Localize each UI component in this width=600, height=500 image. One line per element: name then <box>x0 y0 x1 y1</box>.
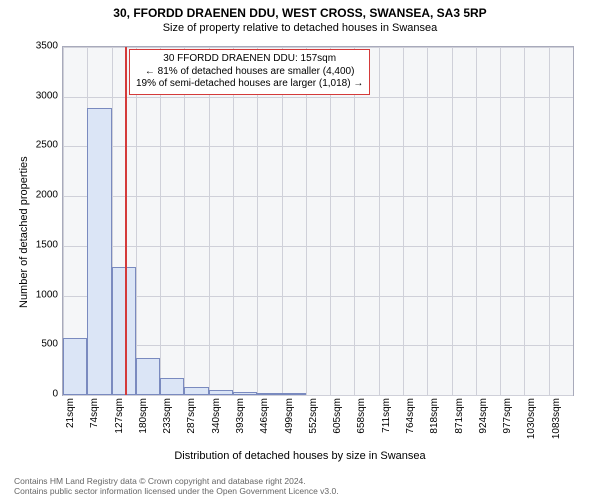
plot-area: 30 FFORDD DRAENEN DDU: 157sqm← 81% of de… <box>62 46 574 396</box>
gridline-h <box>63 345 573 346</box>
histogram-bar <box>209 390 233 395</box>
x-tick-label: 1030sqm <box>526 398 537 458</box>
y-tick-label: 2500 <box>18 140 58 151</box>
x-tick-label: 446sqm <box>259 398 270 458</box>
x-tick-label: 605sqm <box>332 398 343 458</box>
histogram-bar <box>136 358 160 395</box>
gridline-v <box>524 47 525 395</box>
histogram-bar <box>282 393 306 395</box>
histogram-bar <box>184 387 208 395</box>
gridline-h <box>63 246 573 247</box>
footnote-line2: Contains public sector information licen… <box>14 486 339 496</box>
gridline-v <box>403 47 404 395</box>
annotation-line1: 30 FFORDD DRAENEN DDU: 157sqm <box>136 53 363 66</box>
annotation-box: 30 FFORDD DRAENEN DDU: 157sqm← 81% of de… <box>129 49 370 95</box>
x-axis-label: Distribution of detached houses by size … <box>0 450 600 462</box>
y-tick-label: 1500 <box>18 239 58 250</box>
y-tick-label: 2000 <box>18 190 58 201</box>
annotation-line2: ← 81% of detached houses are smaller (4,… <box>136 66 363 79</box>
y-axis-label: Number of detached properties <box>18 156 30 308</box>
histogram-bar <box>257 393 281 395</box>
histogram-bar <box>63 338 87 395</box>
x-tick-label: 233sqm <box>162 398 173 458</box>
gridline-v <box>452 47 453 395</box>
gridline-h <box>63 146 573 147</box>
x-tick-label: 21sqm <box>65 398 76 458</box>
gridline-h <box>63 296 573 297</box>
gridline-v <box>379 47 380 395</box>
x-tick-label: 499sqm <box>284 398 295 458</box>
chart-subtitle: Size of property relative to detached ho… <box>0 20 600 38</box>
x-tick-label: 658sqm <box>356 398 367 458</box>
x-tick-label: 924sqm <box>478 398 489 458</box>
x-tick-label: 711sqm <box>381 398 392 458</box>
marker-line <box>125 47 127 395</box>
x-tick-label: 871sqm <box>454 398 465 458</box>
footnote: Contains HM Land Registry data © Crown c… <box>14 476 339 496</box>
y-tick-label: 0 <box>18 389 58 400</box>
gridline-h <box>63 395 573 396</box>
gridline-v <box>549 47 550 395</box>
footnote-line1: Contains HM Land Registry data © Crown c… <box>14 476 306 486</box>
gridline-v <box>282 47 283 395</box>
chart-container: 30, FFORDD DRAENEN DDU, WEST CROSS, SWAN… <box>0 0 600 500</box>
y-tick-label: 1000 <box>18 289 58 300</box>
histogram-bar <box>233 392 257 395</box>
gridline-v <box>160 47 161 395</box>
x-tick-label: 127sqm <box>114 398 125 458</box>
x-tick-label: 764sqm <box>405 398 416 458</box>
gridline-v <box>476 47 477 395</box>
gridline-v <box>354 47 355 395</box>
x-tick-label: 340sqm <box>211 398 222 458</box>
chart-title: 30, FFORDD DRAENEN DDU, WEST CROSS, SWAN… <box>0 0 600 20</box>
gridline-h <box>63 97 573 98</box>
x-tick-label: 1083sqm <box>551 398 562 458</box>
annotation-line3: 19% of semi-detached houses are larger (… <box>136 78 363 91</box>
gridline-v <box>136 47 137 395</box>
gridline-v <box>184 47 185 395</box>
gridline-h <box>63 196 573 197</box>
x-tick-label: 287sqm <box>186 398 197 458</box>
gridline-v <box>233 47 234 395</box>
gridline-v <box>427 47 428 395</box>
x-tick-label: 74sqm <box>89 398 100 458</box>
gridline-v <box>500 47 501 395</box>
x-tick-label: 977sqm <box>502 398 513 458</box>
gridline-v <box>330 47 331 395</box>
x-tick-label: 180sqm <box>138 398 149 458</box>
x-tick-label: 818sqm <box>429 398 440 458</box>
y-tick-label: 3500 <box>18 41 58 52</box>
gridline-v <box>257 47 258 395</box>
y-tick-label: 3000 <box>18 90 58 101</box>
histogram-bar <box>87 108 111 395</box>
y-tick-label: 500 <box>18 339 58 350</box>
gridline-h <box>63 47 573 48</box>
x-tick-label: 393sqm <box>235 398 246 458</box>
gridline-v <box>306 47 307 395</box>
x-tick-label: 552sqm <box>308 398 319 458</box>
histogram-bar <box>160 378 184 395</box>
gridline-v <box>209 47 210 395</box>
histogram-bar <box>112 267 136 395</box>
